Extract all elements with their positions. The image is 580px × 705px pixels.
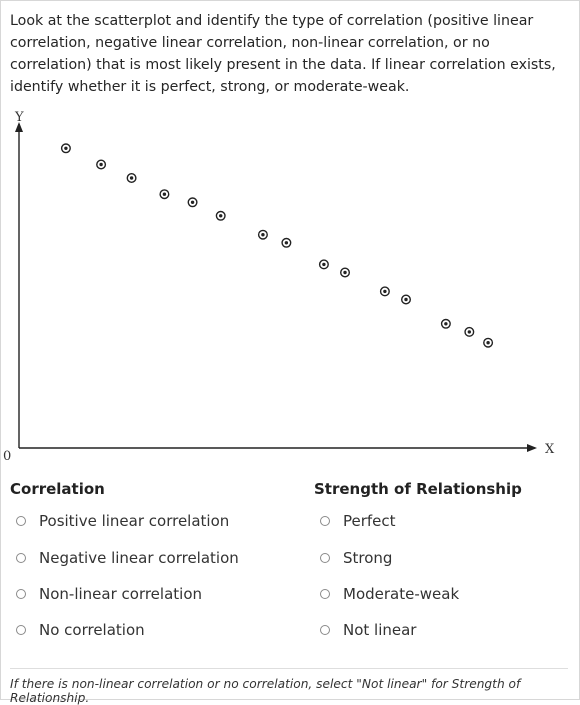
footnote: If there is non-linear correlation or no… xyxy=(10,677,521,705)
data-point-11 xyxy=(379,286,390,297)
data-point-6 xyxy=(215,210,226,221)
option-no-correlation[interactable]: No correlation xyxy=(16,621,145,639)
option-positive-linear[interactable]: Positive linear correlation xyxy=(16,512,229,530)
scatterplot-svg: Y X 0 xyxy=(3,110,555,464)
strength-heading: Strength of Relationship xyxy=(314,480,522,498)
option-moderate-weak[interactable]: Moderate-weak xyxy=(320,585,459,603)
data-point-12 xyxy=(401,294,412,305)
option-label: Positive linear correlation xyxy=(39,512,230,530)
divider xyxy=(10,668,568,669)
origin-label: 0 xyxy=(3,449,11,464)
radio-circle-icon[interactable] xyxy=(16,625,26,635)
option-label: Not linear xyxy=(343,621,417,639)
data-point-2 xyxy=(96,159,107,170)
scatterplot: Y X 0 xyxy=(0,108,580,468)
data-point-1 xyxy=(60,143,71,154)
data-point-8 xyxy=(281,237,292,248)
data-point-14 xyxy=(464,326,475,337)
option-label: No correlation xyxy=(39,621,145,639)
data-point-4 xyxy=(159,189,170,200)
x-axis-label: X xyxy=(545,442,555,457)
radio-circle-icon[interactable] xyxy=(320,589,330,599)
correlation-heading: Correlation xyxy=(10,480,105,498)
data-point-9 xyxy=(318,259,329,270)
data-points xyxy=(60,143,494,348)
radio-circle-icon[interactable] xyxy=(16,553,26,563)
option-label: Non-linear correlation xyxy=(39,585,203,603)
option-label: Strong xyxy=(343,549,393,567)
option-label: Moderate-weak xyxy=(343,585,460,603)
option-perfect[interactable]: Perfect xyxy=(320,512,396,530)
option-strong[interactable]: Strong xyxy=(320,549,392,567)
data-point-15 xyxy=(483,337,494,348)
radio-circle-icon[interactable] xyxy=(320,553,330,563)
option-negative-linear[interactable]: Negative linear correlation xyxy=(16,549,239,567)
radio-circle-icon[interactable] xyxy=(320,625,330,635)
option-not-linear[interactable]: Not linear xyxy=(320,621,416,639)
radio-circle-icon[interactable] xyxy=(16,516,26,526)
data-point-13 xyxy=(440,318,451,329)
data-point-5 xyxy=(187,197,198,208)
data-point-3 xyxy=(126,172,137,183)
option-label: Perfect xyxy=(343,512,396,530)
option-label: Negative linear correlation xyxy=(39,549,239,567)
data-point-10 xyxy=(340,267,351,278)
radio-circle-icon[interactable] xyxy=(320,516,330,526)
y-axis-label: Y xyxy=(14,110,24,125)
radio-circle-icon[interactable] xyxy=(16,589,26,599)
question-text: Look at the scatterplot and identify the… xyxy=(10,13,556,95)
option-non-linear[interactable]: Non-linear correlation xyxy=(16,585,202,603)
data-point-7 xyxy=(257,229,268,240)
